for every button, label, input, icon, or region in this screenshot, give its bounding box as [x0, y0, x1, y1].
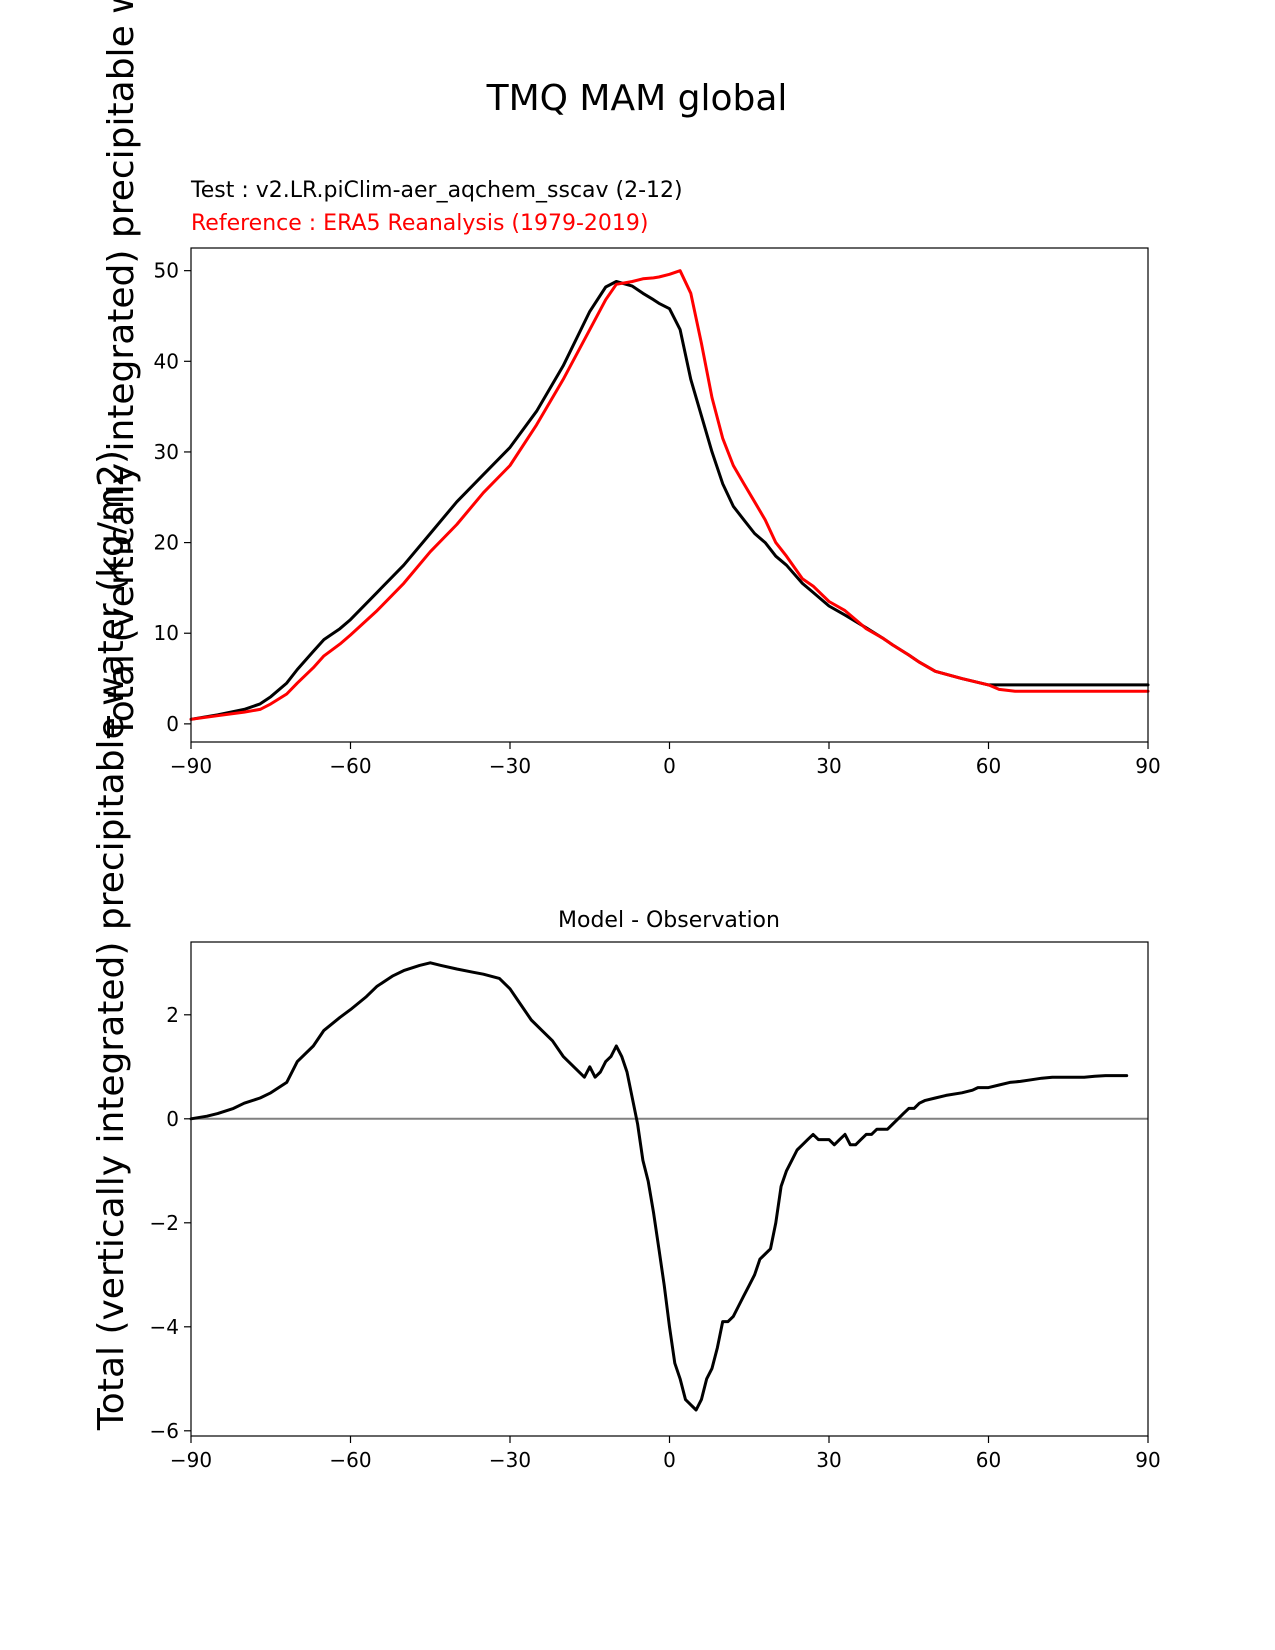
difference-ticks: −90 −60 −30 0 30 60 90 −6 −4 −2 0 2 [150, 1003, 1161, 1472]
zonal-mean-y-tick-label: 10 [154, 621, 179, 645]
difference-y-tick-label: 2 [166, 1003, 179, 1027]
zonal-mean-x-tick-label: 0 [663, 754, 676, 778]
reference-annotation: Reference : ERA5 Reanalysis (1979-2019) [191, 211, 649, 236]
zonal-mean-x-tick-label: 60 [976, 754, 1001, 778]
difference-axes-frame [190, 941, 1149, 1437]
test-annotation: Test : v2.LR.piClim-aer_aqchem_sscav (2-… [190, 178, 683, 203]
difference-series [189, 961, 1148, 1412]
difference-x-tick-label: 60 [976, 1448, 1001, 1472]
zonal-mean-series [189, 269, 1150, 721]
difference-panel: −90 −60 −30 0 30 60 90 −6 −4 −2 0 2 [150, 941, 1161, 1472]
difference-x-tick-label: 0 [663, 1448, 676, 1472]
zonal-mean-y-tick-label: 50 [154, 259, 179, 283]
difference-line-difference [189, 961, 1129, 1412]
figure-title: TMQ MAM global [486, 78, 788, 119]
zonal-mean-ticks: −90 −60 −30 0 30 60 90 0 10 20 30 40 50 [154, 259, 1161, 778]
zonal-mean-line-reference [189, 269, 1150, 721]
y-axis-label-top: Total (vertically integrated) precipitab… [101, 0, 142, 739]
zonal-mean-x-tick-label: 90 [1135, 754, 1160, 778]
difference-x-tick-label: 90 [1135, 1448, 1160, 1472]
y-axis-label-bottom: Total (vertically integrated) precipitab… [91, 450, 132, 1431]
difference-panel-title: Model - Observation [558, 908, 780, 933]
difference-y-tick-label: −2 [150, 1211, 179, 1235]
zonal-mean-x-tick-label: −60 [329, 754, 371, 778]
difference-x-tick-label: −90 [170, 1448, 212, 1472]
zonal-mean-y-tick-label: 0 [166, 712, 179, 736]
difference-x-tick-label: −30 [489, 1448, 531, 1472]
difference-y-tick-label: 0 [166, 1107, 179, 1131]
zonal-mean-panel: −90 −60 −30 0 30 60 90 0 10 20 30 40 50 [154, 247, 1161, 778]
zonal-mean-y-tick-label: 30 [154, 440, 179, 464]
difference-y-tick-label: −4 [150, 1315, 179, 1339]
zonal-mean-x-tick-label: −30 [489, 754, 531, 778]
difference-x-tick-label: 30 [816, 1448, 841, 1472]
difference-x-tick-label: −60 [329, 1448, 371, 1472]
zonal-mean-line-test [189, 280, 1150, 721]
zonal-mean-x-tick-label: 30 [816, 754, 841, 778]
zonal-mean-axes-frame [190, 247, 1149, 743]
zonal-mean-x-tick-label: −90 [170, 754, 212, 778]
zonal-mean-y-tick-label: 40 [154, 349, 179, 373]
zonal-mean-y-tick-label: 20 [154, 531, 179, 555]
difference-y-tick-label: −6 [150, 1419, 179, 1443]
